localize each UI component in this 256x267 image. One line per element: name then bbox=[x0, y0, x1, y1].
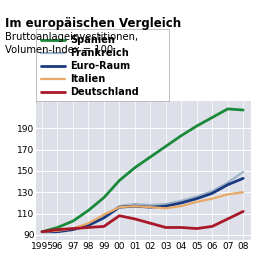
Italien bbox=[102, 213, 105, 216]
Text: Im europäischen Vergleich: Im europäischen Vergleich bbox=[5, 17, 181, 30]
Spanien bbox=[102, 196, 105, 199]
Italien bbox=[164, 207, 167, 210]
Euro-Raum bbox=[87, 224, 90, 227]
Spanien bbox=[133, 166, 136, 169]
Deutschland bbox=[56, 228, 59, 231]
Spanien bbox=[87, 209, 90, 212]
Spanien bbox=[195, 124, 198, 128]
Frankreich bbox=[87, 223, 90, 226]
Spanien bbox=[40, 230, 44, 233]
Italien bbox=[87, 222, 90, 225]
Line: Deutschland: Deutschland bbox=[42, 211, 243, 232]
Euro-Raum bbox=[102, 216, 105, 219]
Italien bbox=[211, 197, 214, 200]
Frankreich bbox=[195, 195, 198, 198]
Italien bbox=[56, 229, 59, 232]
Spanien bbox=[242, 108, 245, 112]
Italien bbox=[118, 206, 121, 209]
Deutschland bbox=[87, 226, 90, 229]
Line: Frankreich: Frankreich bbox=[42, 172, 243, 232]
Euro-Raum bbox=[71, 228, 74, 231]
Euro-Raum bbox=[133, 205, 136, 208]
Deutschland bbox=[133, 217, 136, 221]
Frankreich bbox=[102, 215, 105, 218]
Deutschland bbox=[118, 214, 121, 217]
Euro-Raum bbox=[195, 197, 198, 200]
Spanien bbox=[71, 219, 74, 223]
Deutschland bbox=[195, 227, 198, 230]
Italien bbox=[133, 205, 136, 208]
Frankreich bbox=[164, 202, 167, 206]
Line: Italien: Italien bbox=[42, 192, 243, 232]
Euro-Raum bbox=[56, 230, 59, 233]
Deutschland bbox=[149, 222, 152, 225]
Deutschland bbox=[226, 217, 229, 221]
Frankreich bbox=[118, 205, 121, 208]
Deutschland bbox=[164, 226, 167, 229]
Italien bbox=[226, 193, 229, 196]
Text: Volumen-Index = 100: Volumen-Index = 100 bbox=[5, 45, 113, 55]
Frankreich bbox=[226, 181, 229, 184]
Frankreich bbox=[40, 230, 44, 233]
Text: Frankreich: Frankreich bbox=[70, 48, 129, 58]
Euro-Raum bbox=[40, 230, 44, 233]
Spanien bbox=[180, 134, 183, 137]
Line: Spanien: Spanien bbox=[42, 109, 243, 232]
Italien bbox=[195, 200, 198, 203]
Text: Bruttoanlageinvestitionen,: Bruttoanlageinvestitionen, bbox=[5, 32, 138, 42]
Italien bbox=[40, 230, 44, 233]
Text: Deutschland: Deutschland bbox=[70, 87, 139, 97]
Euro-Raum bbox=[242, 177, 245, 180]
Euro-Raum bbox=[149, 206, 152, 209]
Spanien bbox=[226, 107, 229, 111]
Italien bbox=[242, 191, 245, 194]
Spanien bbox=[118, 179, 121, 182]
Spanien bbox=[211, 116, 214, 119]
Frankreich bbox=[71, 227, 74, 230]
Italien bbox=[180, 205, 183, 208]
Frankreich bbox=[149, 203, 152, 207]
Line: Euro-Raum: Euro-Raum bbox=[42, 178, 243, 232]
Frankreich bbox=[242, 170, 245, 174]
Text: Euro-Raum: Euro-Raum bbox=[70, 61, 131, 71]
Euro-Raum bbox=[211, 192, 214, 195]
Deutschland bbox=[40, 230, 44, 233]
Deutschland bbox=[180, 226, 183, 229]
Deutschland bbox=[242, 210, 245, 213]
Frankreich bbox=[56, 229, 59, 232]
Text: Italien: Italien bbox=[70, 74, 106, 84]
Deutschland bbox=[102, 225, 105, 228]
Euro-Raum bbox=[226, 183, 229, 186]
Deutschland bbox=[211, 225, 214, 228]
Italien bbox=[149, 206, 152, 209]
Frankreich bbox=[211, 190, 214, 193]
Text: Spanien: Spanien bbox=[70, 35, 115, 45]
Euro-Raum bbox=[164, 205, 167, 208]
Spanien bbox=[164, 145, 167, 148]
Italien bbox=[71, 227, 74, 230]
Euro-Raum bbox=[118, 206, 121, 209]
Deutschland bbox=[71, 227, 74, 230]
Frankreich bbox=[133, 202, 136, 206]
Spanien bbox=[56, 226, 59, 229]
Frankreich bbox=[180, 199, 183, 202]
Spanien bbox=[149, 155, 152, 159]
Euro-Raum bbox=[180, 201, 183, 205]
